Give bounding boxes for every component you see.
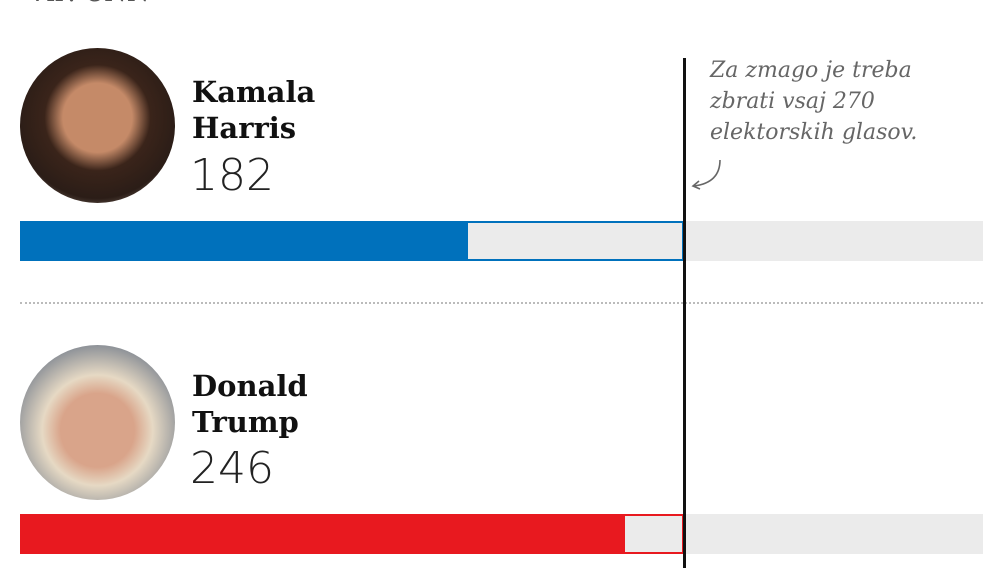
source-note: Vir: CNN <box>28 0 149 8</box>
trump-name: Donald Trump <box>192 368 308 440</box>
trump-photo <box>20 345 175 500</box>
harris-photo <box>20 48 175 203</box>
trump-bar-track <box>20 514 983 554</box>
harris-votes: 182 <box>190 150 274 201</box>
divider <box>20 302 983 304</box>
annotation-line: elektorskih glasov. <box>710 120 918 145</box>
harris-bar <box>20 221 468 261</box>
trump-votes: 246 <box>190 443 274 494</box>
trump-last-name: Trump <box>192 405 299 439</box>
trump-first-name: Donald <box>192 369 308 403</box>
harris-last-name: Harris <box>192 111 297 145</box>
harris-bar-track <box>20 221 983 261</box>
threshold-annotation: Za zmago je treba zbrati vsaj 270 elekto… <box>710 55 917 148</box>
annotation-line: zbrati vsaj 270 <box>710 89 875 114</box>
harris-first-name: Kamala <box>192 75 316 109</box>
threshold-line-270 <box>683 58 686 568</box>
harris-name: Kamala Harris <box>192 74 315 146</box>
annotation-line: Za zmago je treba <box>710 58 912 83</box>
trump-bar <box>20 514 625 554</box>
annotation-arrow-icon <box>691 159 721 190</box>
